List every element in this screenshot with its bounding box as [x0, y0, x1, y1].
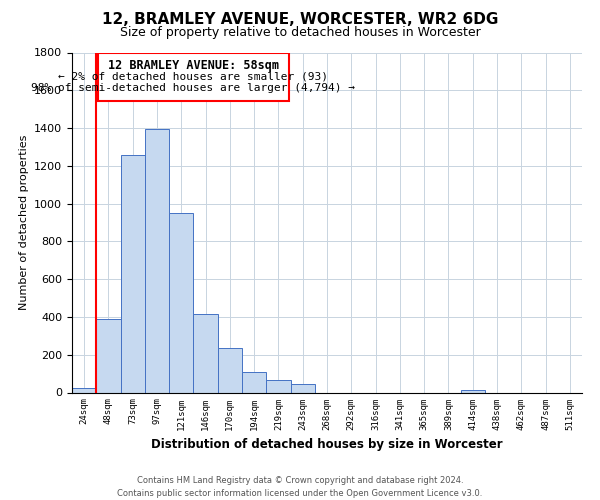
Text: 12 BRAMLEY AVENUE: 58sqm: 12 BRAMLEY AVENUE: 58sqm	[108, 59, 279, 72]
Bar	[72, 388, 96, 392]
Bar	[145, 129, 169, 392]
Bar	[290, 384, 315, 392]
Text: 98% of semi-detached houses are larger (4,794) →: 98% of semi-detached houses are larger (…	[31, 82, 355, 92]
Text: ← 2% of detached houses are smaller (93): ← 2% of detached houses are smaller (93)	[58, 72, 328, 82]
FancyBboxPatch shape	[97, 54, 289, 100]
Bar	[121, 156, 145, 392]
Bar	[169, 213, 193, 392]
Y-axis label: Number of detached properties: Number of detached properties	[19, 135, 29, 310]
X-axis label: Distribution of detached houses by size in Worcester: Distribution of detached houses by size …	[151, 438, 503, 451]
Bar	[461, 390, 485, 392]
Bar	[193, 314, 218, 392]
Text: Contains HM Land Registry data © Crown copyright and database right 2024.
Contai: Contains HM Land Registry data © Crown c…	[118, 476, 482, 498]
Bar	[218, 348, 242, 393]
Bar	[96, 319, 121, 392]
Bar	[266, 380, 290, 392]
Text: 12, BRAMLEY AVENUE, WORCESTER, WR2 6DG: 12, BRAMLEY AVENUE, WORCESTER, WR2 6DG	[102, 12, 498, 28]
Bar	[242, 372, 266, 392]
Text: Size of property relative to detached houses in Worcester: Size of property relative to detached ho…	[119, 26, 481, 39]
